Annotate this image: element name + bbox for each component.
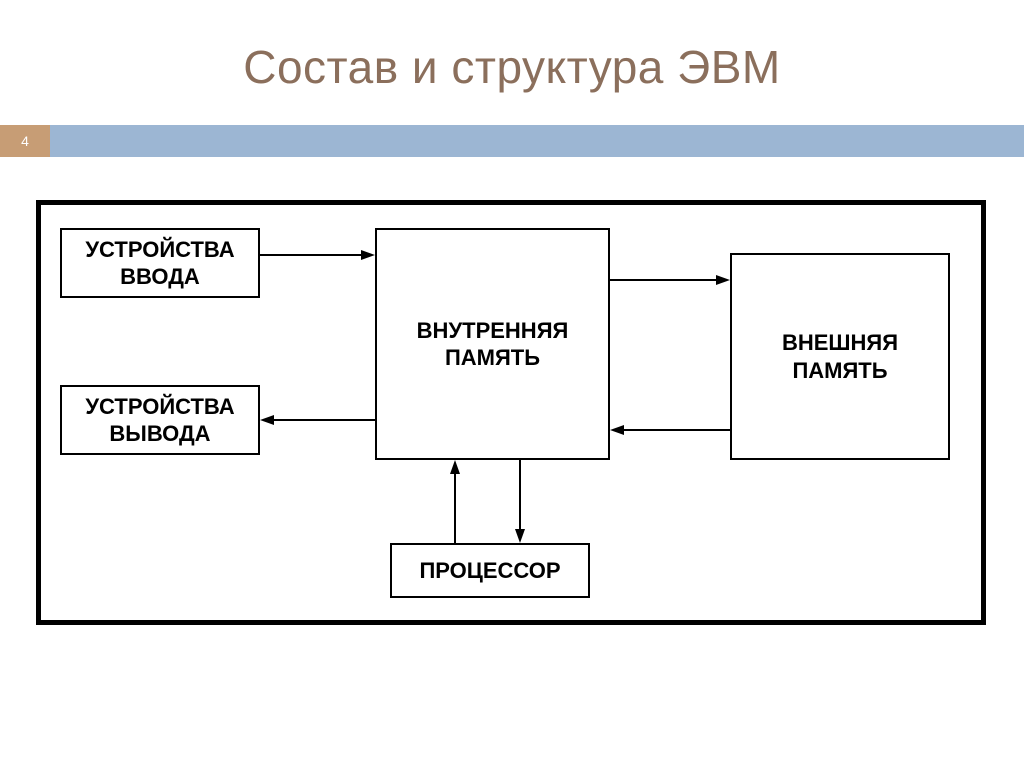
slide: Состав и структура ЭВМ 4 УСТРОЙСТВА ВВОД… [0, 0, 1024, 768]
node-intmem: ВНУТРЕННЯЯ ПАМЯТЬ [375, 228, 610, 460]
page-number-badge: 4 [0, 125, 50, 157]
node-output: УСТРОЙСТВА ВЫВОДА [60, 385, 260, 455]
header-bar [50, 125, 1024, 157]
slide-title: Состав и структура ЭВМ [0, 40, 1024, 94]
node-extmem: ВНЕШНЯЯ ПАМЯТЬ [730, 253, 950, 460]
header-bar-row: 4 [0, 125, 1024, 157]
node-input: УСТРОЙСТВА ВВОДА [60, 228, 260, 298]
node-cpu: ПРОЦЕССОР [390, 543, 590, 598]
